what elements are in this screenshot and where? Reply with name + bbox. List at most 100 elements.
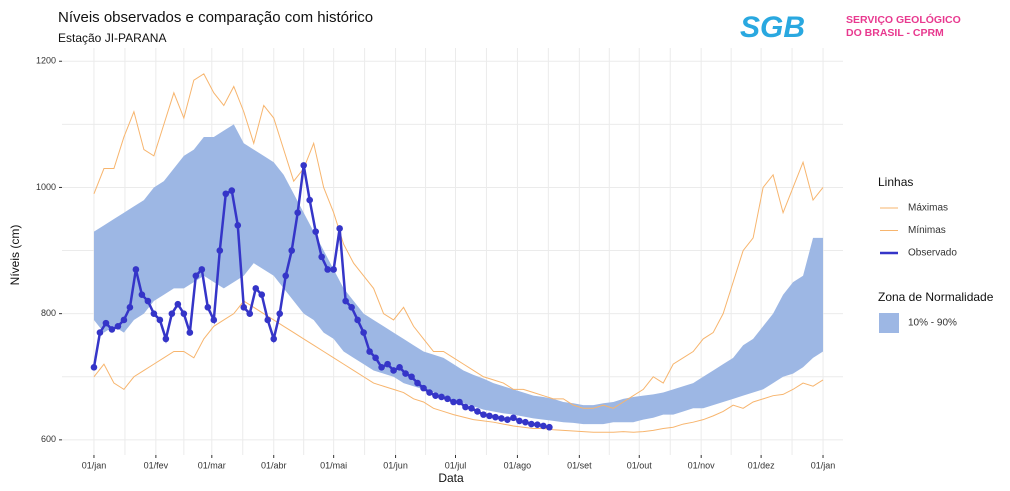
y-tick-label: 600 (41, 434, 56, 444)
legend-label: Mínimas (908, 225, 946, 236)
observed-point (384, 360, 391, 368)
x-tick-label: 01/ago (504, 460, 532, 470)
observed-point (534, 421, 541, 429)
observed-point (420, 384, 427, 392)
observed-point (450, 398, 457, 406)
legend-label: Observado (908, 248, 957, 259)
x-tick-label: 01/jul (445, 460, 467, 470)
observed-point (408, 373, 415, 381)
observed-point (198, 266, 206, 273)
observed-point (126, 304, 134, 311)
observed-point (258, 291, 266, 299)
observed-point (492, 413, 499, 421)
observed-point (120, 316, 128, 324)
observed-point (318, 253, 325, 261)
observed-point (246, 310, 254, 317)
x-tick-label: 01/jun (383, 460, 408, 470)
x-tick-label: 01/mai (320, 460, 347, 470)
observed-point (114, 322, 122, 330)
observed-point (228, 187, 236, 194)
history-line (93, 300, 824, 433)
observed-point (498, 415, 505, 422)
observed-point (444, 395, 451, 403)
observed-point (504, 416, 511, 423)
observed-point (438, 393, 445, 401)
observed-point (96, 329, 104, 336)
observed-point (90, 363, 98, 371)
observed-point (144, 297, 152, 305)
observed-point (546, 423, 553, 431)
observed-point (354, 316, 361, 324)
observed-point (240, 304, 248, 311)
observed-point (324, 266, 331, 273)
observed-point (180, 310, 188, 317)
x-axis-title: Data (438, 471, 464, 485)
legend-title: Zona de Normalidade (878, 290, 994, 304)
observed-point (456, 398, 463, 406)
observed-point (372, 354, 379, 362)
observed-point (330, 266, 337, 273)
observed-point (540, 422, 547, 430)
x-tick-label: 01/set (567, 460, 592, 470)
observed-point (528, 420, 535, 428)
legend-label: 10% - 90% (908, 318, 957, 329)
observed-point (186, 329, 194, 336)
observed-point (210, 316, 218, 324)
observed-point (216, 247, 224, 254)
observed-point (270, 335, 278, 343)
observed-point (264, 316, 272, 324)
legend-label: Máximas (908, 203, 948, 214)
observed-point (336, 225, 343, 232)
x-tick-label: 01/mar (198, 460, 226, 470)
logo-line: DO BRASIL - CPRM (846, 27, 944, 39)
legend-swatch (879, 313, 899, 333)
history-line (93, 73, 824, 409)
observed-point (276, 310, 284, 317)
observed-point (468, 405, 475, 412)
observed-point (300, 162, 307, 169)
y-tick-label: 1000 (36, 182, 56, 192)
observed-point (342, 297, 349, 305)
observed-point (360, 329, 367, 336)
observed-point (252, 285, 260, 292)
observed-point (162, 335, 170, 343)
observed-point (132, 266, 140, 273)
observed-point (426, 389, 433, 396)
x-tick-label: 01/jan (811, 460, 836, 470)
observed-point (168, 310, 176, 317)
observed-point (348, 304, 355, 311)
observed-point (414, 379, 421, 387)
observed-point (312, 228, 319, 235)
x-tick-label: 01/nov (688, 460, 716, 470)
observed-point (156, 316, 164, 324)
logo-line: SERVIÇO GEOLÓGICO (846, 13, 961, 26)
x-tick-label: 01/abr (261, 460, 287, 470)
observed-point (138, 291, 146, 299)
observed-point (174, 300, 182, 308)
x-tick-label: 01/fev (144, 460, 169, 470)
logo-mark: SGB (740, 11, 805, 44)
observed-point (378, 363, 385, 371)
y-tick-label: 1200 (36, 56, 56, 66)
observed-point (432, 392, 439, 399)
x-tick-label: 01/out (627, 460, 653, 470)
observed-point (522, 418, 529, 426)
observed-point (222, 190, 230, 198)
observed-point (150, 310, 158, 317)
chart-subtitle: Estação JI-PARANA (58, 31, 166, 45)
normal-band (93, 124, 824, 425)
observed-point (510, 414, 517, 422)
observed-point (396, 363, 403, 371)
observed-point (294, 209, 301, 216)
observed-point (486, 412, 493, 420)
observed-point (474, 408, 481, 415)
observed-point (402, 370, 409, 377)
observed-point (480, 411, 487, 418)
observed-point (204, 304, 212, 311)
observed-point (462, 403, 469, 411)
observed-point (390, 367, 397, 374)
observed-point (102, 319, 110, 327)
legend-title: Linhas (878, 175, 913, 189)
x-tick-label: 01/jan (82, 460, 107, 470)
